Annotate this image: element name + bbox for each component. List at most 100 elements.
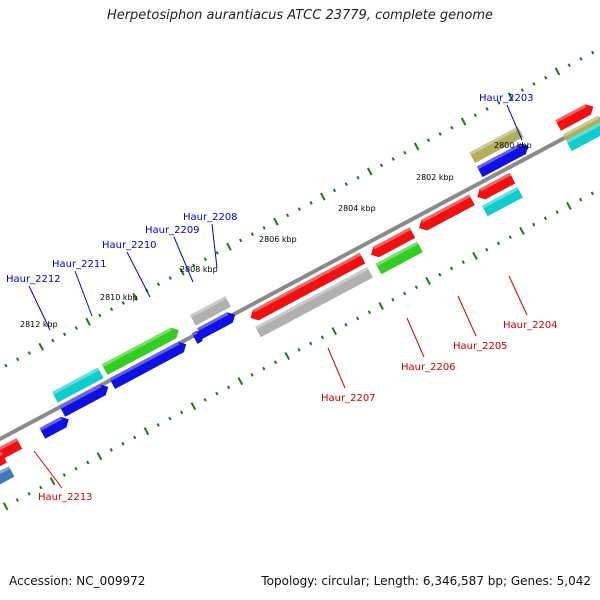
scale-tick	[543, 216, 548, 221]
callout-leader-haur-2213	[33, 450, 63, 489]
scale-tick	[16, 357, 20, 362]
scale-tick	[38, 342, 44, 351]
scale-tick	[4, 363, 8, 368]
scale-label: 2802 kbp	[416, 173, 454, 182]
scale-tick	[27, 351, 32, 355]
scale-tick	[285, 213, 290, 218]
scale-tick	[2, 502, 9, 511]
scale-tick	[519, 226, 525, 235]
gene-bar	[52, 367, 104, 403]
gene-label-haur-2205[interactable]: Haur_2205	[453, 341, 508, 352]
scale-tick	[74, 466, 78, 471]
scale-tick	[331, 327, 337, 336]
gene-bar-highlight	[255, 266, 369, 330]
scale-tick	[356, 175, 360, 180]
gene-label-haur-2210[interactable]: Haur_2210	[102, 240, 157, 251]
gene-bar	[190, 296, 231, 326]
gene-bar-highlight	[191, 330, 198, 336]
gene-bar-highlight	[476, 143, 522, 170]
scale-tick	[239, 238, 243, 243]
gene-bar-highlight	[109, 341, 180, 382]
scale-tick	[309, 341, 313, 346]
scale-tick	[438, 132, 442, 136]
scale-tick	[461, 260, 465, 265]
scale-label: 2804 kbp	[338, 204, 376, 213]
scale-tick	[579, 56, 583, 61]
scale-tick	[109, 307, 114, 312]
scale-tick	[203, 257, 208, 262]
scale-tick	[15, 498, 20, 502]
scale-tick	[49, 477, 56, 486]
map-title: Herpetosiphon aurantiacus ATCC 23779, co…	[106, 8, 494, 23]
scale-tick	[96, 452, 103, 461]
scale-tick	[250, 232, 255, 237]
gene-bar	[566, 122, 600, 152]
scale-tick	[485, 247, 489, 252]
scale-tick	[250, 372, 254, 377]
scale-tick	[262, 366, 266, 371]
scale-tick	[497, 100, 501, 105]
scale-tick	[85, 317, 91, 326]
scale-label: 2800 kbp	[494, 141, 532, 150]
scale-tick	[98, 313, 102, 318]
callout-leader-haur-2209	[173, 236, 194, 283]
gene-label-haur-2212[interactable]: Haur_2212	[6, 274, 61, 285]
scale-tick	[51, 338, 55, 343]
gene-label-haur-2209[interactable]: Haur_2209	[145, 225, 200, 236]
scale-tick	[168, 416, 172, 421]
gene-callouts: Haur_2203 Haur_2204 Haur_2205 Haur_2206 Haur…	[6, 93, 558, 503]
gene-bar-highlight	[190, 296, 227, 318]
scale-tick	[168, 276, 172, 280]
scale-tick	[590, 191, 595, 196]
scale-tick	[156, 423, 160, 427]
scale-tick	[485, 107, 489, 111]
gene-label-haur-2204[interactable]: Haur_2204	[503, 320, 558, 331]
scale-tick	[109, 448, 113, 452]
scale-tick	[450, 125, 454, 130]
scale-tick	[507, 92, 514, 101]
gene-bar-highlight	[479, 172, 512, 192]
gene-label-haur-2211[interactable]: Haur_2211	[52, 259, 107, 270]
gene-bar	[197, 312, 236, 339]
gene-bar-highlight	[252, 252, 362, 313]
scale-tick	[344, 322, 348, 327]
scale-tick	[237, 377, 244, 386]
scale-tick	[192, 263, 196, 268]
accession-text: Accession: NC_009972	[9, 574, 146, 588]
gene-bar-highlight	[566, 122, 600, 144]
gene-bar	[419, 194, 475, 231]
callout-leader-haur-2205	[457, 295, 477, 337]
scale-tick	[449, 266, 454, 271]
scale-tick	[591, 50, 595, 55]
scale-tick	[425, 276, 431, 285]
scale-tick	[121, 441, 125, 446]
scale-tick	[180, 410, 184, 415]
scale-tick	[403, 150, 407, 155]
scale-tick	[555, 210, 559, 214]
scale-tick	[508, 235, 512, 240]
scale-tick	[273, 217, 279, 226]
gene-bar-highlight	[555, 104, 587, 123]
gene-label-haur-2208[interactable]: Haur_2208	[183, 212, 238, 223]
gene-label-haur-2213[interactable]: Haur_2213	[38, 492, 93, 503]
scale-tick	[156, 282, 161, 287]
callout-leader-haur-2204	[508, 275, 528, 316]
gene-bar-highlight	[0, 438, 18, 451]
gene-bar	[375, 241, 423, 275]
gene-label-haur-2203[interactable]: Haur_2203	[479, 93, 534, 104]
scale-tick	[414, 285, 418, 290]
gene-bar-highlight	[469, 126, 520, 156]
scale-tick	[567, 63, 571, 68]
gene-label-haur-2207[interactable]: Haur_2207	[321, 393, 376, 404]
scale-tick	[438, 272, 442, 277]
gene-bar	[370, 227, 416, 258]
callout-leader-haur-2206	[406, 317, 425, 358]
scale-tick	[402, 291, 407, 296]
gene-bar	[477, 172, 516, 200]
scale-tick	[62, 473, 66, 477]
gene-bar-highlight	[101, 327, 173, 367]
gene-label-haur-2206[interactable]: Haur_2206	[401, 362, 456, 373]
scale-tick	[309, 200, 313, 205]
scale-tick	[190, 402, 197, 411]
